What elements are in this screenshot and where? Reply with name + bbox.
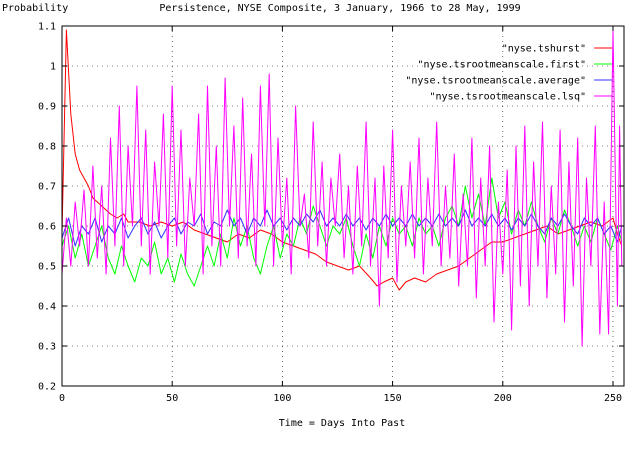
y-axis-label: Probability xyxy=(2,3,68,14)
legend-label-3: "nyse.tsrootmeanscale.lsq" xyxy=(429,92,586,103)
y-tick-label: 0.7 xyxy=(38,182,56,193)
axis-ticks: 0.2 0.3 0.4 0.5 0.6 0.7 0.8 0.9 1 1.1 0 50 100 150 200… xyxy=(38,22,624,404)
plot-frame xyxy=(61,25,625,387)
x-tick-label: 200 xyxy=(494,393,512,404)
series-line-0 xyxy=(61,29,623,291)
x-tick-label: 100 xyxy=(273,393,291,404)
x-axis-label: Time = Days Into Past xyxy=(279,418,405,429)
y-tick-label: 1 xyxy=(50,62,56,73)
y-tick-label: 0.3 xyxy=(38,342,56,353)
legend-label-2: "nyse.tsrootmeanscale.average" xyxy=(405,76,586,87)
chart-title: Persistence, NYSE Composite, 3 January, … xyxy=(159,3,520,14)
y-tick-label: 0.5 xyxy=(38,262,56,273)
x-tick-label: 150 xyxy=(384,393,402,404)
x-tick-label: 0 xyxy=(59,393,65,404)
legend-label-1: "nyse.tsrootmeanscale.first" xyxy=(417,60,586,71)
x-tick-label: 250 xyxy=(604,393,622,404)
x-tick-label: 50 xyxy=(166,393,178,404)
y-tick-label: 1.1 xyxy=(38,22,56,33)
y-tick-label: 0.9 xyxy=(38,102,56,113)
y-tick-label: 0.6 xyxy=(38,222,56,233)
y-tick-label: 0.4 xyxy=(38,302,56,313)
legend: "nyse.tshurst" "nyse.tsrootmeanscale.firs… xyxy=(405,44,612,103)
series-line-3 xyxy=(61,29,623,347)
series-line-2 xyxy=(61,209,623,247)
y-tick-label: 0.8 xyxy=(38,142,56,153)
legend-label-0: "nyse.tshurst" xyxy=(502,44,586,55)
series-lines xyxy=(61,29,623,347)
y-tick-label: 0.2 xyxy=(38,382,56,393)
